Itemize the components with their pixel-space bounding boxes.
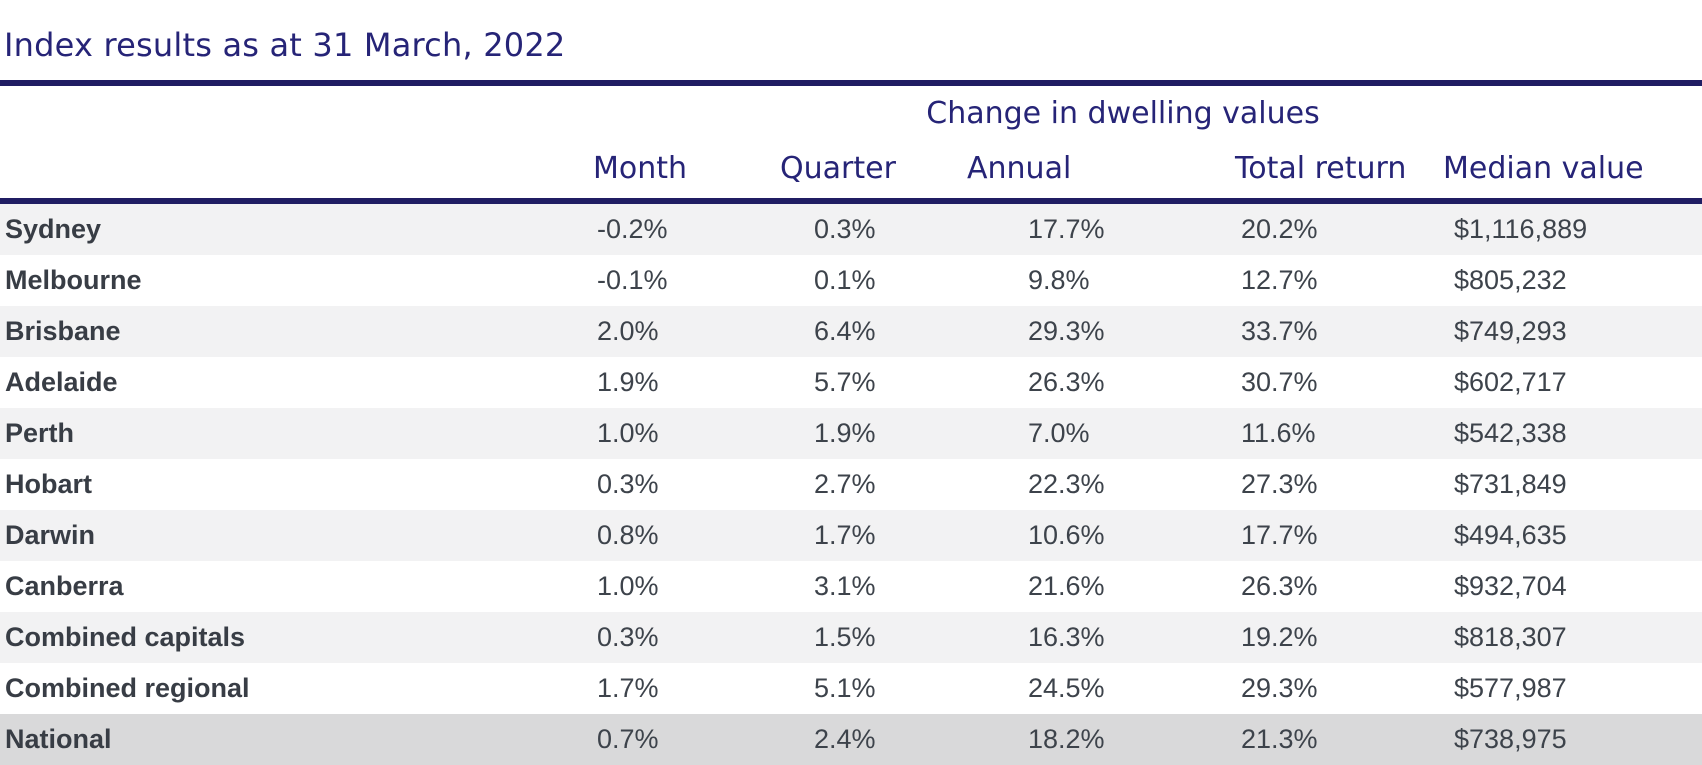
median-value: $731,849	[1454, 469, 1567, 499]
page-title: Index results as at 31 March, 2022	[4, 26, 566, 64]
month-value: 1.9%	[597, 367, 659, 397]
quarter-value: 2.4%	[814, 724, 876, 754]
region-label: Melbourne	[5, 265, 142, 295]
month-value: 0.3%	[597, 622, 659, 652]
month-value: -0.1%	[597, 265, 668, 295]
total-return-value: 33.7%	[1241, 316, 1318, 346]
annual-value: 17.7%	[1028, 214, 1105, 244]
median-value: $738,975	[1454, 724, 1567, 754]
table-row-combined-regional: Combined regional 1.7% 5.1% 24.5% 29.3% …	[0, 663, 1702, 714]
total-return-value: 19.2%	[1241, 622, 1318, 652]
annual-value: 10.6%	[1028, 520, 1105, 550]
header-divider-rule	[0, 198, 1702, 204]
table-row-hobart: Hobart 0.3% 2.7% 22.3% 27.3% $731,849	[0, 459, 1702, 510]
annual-value: 24.5%	[1028, 673, 1105, 703]
region-label: Combined regional	[5, 673, 250, 703]
total-return-value: 30.7%	[1241, 367, 1318, 397]
column-header-row: Month Quarter Annual Total return Median…	[0, 147, 1702, 189]
median-value: $602,717	[1454, 367, 1567, 397]
quarter-value: 1.5%	[814, 622, 876, 652]
table-row-sydney: Sydney -0.2% 0.3% 17.7% 20.2% $1,116,889	[0, 204, 1702, 255]
total-return-value: 29.3%	[1241, 673, 1318, 703]
top-divider-rule	[0, 80, 1702, 86]
quarter-value: 6.4%	[814, 316, 876, 346]
column-header-annual: Annual	[967, 150, 1072, 186]
month-value: 1.7%	[597, 673, 659, 703]
month-value: 0.3%	[597, 469, 659, 499]
table-row-combined-capitals: Combined capitals 0.3% 1.5% 16.3% 19.2% …	[0, 612, 1702, 663]
region-label: Sydney	[5, 214, 102, 244]
region-label: Perth	[5, 418, 75, 448]
region-label: National	[5, 724, 112, 754]
total-return-value: 27.3%	[1241, 469, 1318, 499]
quarter-value: 2.7%	[814, 469, 876, 499]
quarter-value: 1.9%	[814, 418, 876, 448]
median-value: $932,704	[1454, 571, 1567, 601]
quarter-value: 5.1%	[814, 673, 876, 703]
quarter-value: 3.1%	[814, 571, 876, 601]
total-return-value: 17.7%	[1241, 520, 1318, 550]
median-value: $805,232	[1454, 265, 1567, 295]
month-value: 1.0%	[597, 571, 659, 601]
median-value: $818,307	[1454, 622, 1567, 652]
quarter-value: 0.3%	[814, 214, 876, 244]
region-label: Hobart	[5, 469, 92, 499]
annual-value: 21.6%	[1028, 571, 1105, 601]
column-header-month: Month	[593, 150, 688, 186]
annual-value: 16.3%	[1028, 622, 1105, 652]
table-row-melbourne: Melbourne -0.1% 0.1% 9.8% 12.7% $805,232	[0, 255, 1702, 306]
region-label: Combined capitals	[5, 622, 246, 652]
annual-value: 26.3%	[1028, 367, 1105, 397]
table-row-adelaide: Adelaide 1.9% 5.7% 26.3% 30.7% $602,717	[0, 357, 1702, 408]
quarter-value: 1.7%	[814, 520, 876, 550]
total-return-value: 21.3%	[1241, 724, 1318, 754]
region-label: Brisbane	[5, 316, 121, 346]
total-return-value: 12.7%	[1241, 265, 1318, 295]
total-return-value: 20.2%	[1241, 214, 1318, 244]
column-header-total-return: Total return	[1235, 150, 1407, 186]
month-value: 0.7%	[597, 724, 659, 754]
table-row-canberra: Canberra 1.0% 3.1% 21.6% 26.3% $932,704	[0, 561, 1702, 612]
annual-value: 22.3%	[1028, 469, 1105, 499]
median-value: $494,635	[1454, 520, 1567, 550]
month-value: 0.8%	[597, 520, 659, 550]
table-row-darwin: Darwin 0.8% 1.7% 10.6% 17.7% $494,635	[0, 510, 1702, 561]
total-return-value: 26.3%	[1241, 571, 1318, 601]
annual-value: 29.3%	[1028, 316, 1105, 346]
quarter-value: 0.1%	[814, 265, 876, 295]
table-row-brisbane: Brisbane 2.0% 6.4% 29.3% 33.7% $749,293	[0, 306, 1702, 357]
table-row-perth: Perth 1.0% 1.9% 7.0% 11.6% $542,338	[0, 408, 1702, 459]
median-value: $749,293	[1454, 316, 1567, 346]
median-value: $1,116,889	[1454, 214, 1588, 244]
median-value: $577,987	[1454, 673, 1567, 703]
median-value: $542,338	[1454, 418, 1567, 448]
group-header-change-in-dwelling-values: Change in dwelling values	[926, 96, 1320, 131]
month-value: 2.0%	[597, 316, 659, 346]
total-return-value: 11.6%	[1241, 418, 1316, 448]
region-label: Canberra	[5, 571, 124, 601]
annual-value: 7.0%	[1028, 418, 1090, 448]
table-row-national: National 0.7% 2.4% 18.2% 21.3% $738,975	[0, 714, 1702, 765]
annual-value: 18.2%	[1028, 724, 1105, 754]
column-header-median-value: Median value	[1443, 150, 1644, 186]
region-label: Adelaide	[5, 367, 118, 397]
region-label: Darwin	[5, 520, 96, 550]
column-header-quarter: Quarter	[780, 150, 896, 186]
annual-value: 9.8%	[1028, 265, 1090, 295]
quarter-value: 5.7%	[814, 367, 876, 397]
table-body: Sydney -0.2% 0.3% 17.7% 20.2% $1,116,889…	[0, 204, 1702, 765]
month-value: 1.0%	[597, 418, 659, 448]
month-value: -0.2%	[597, 214, 668, 244]
